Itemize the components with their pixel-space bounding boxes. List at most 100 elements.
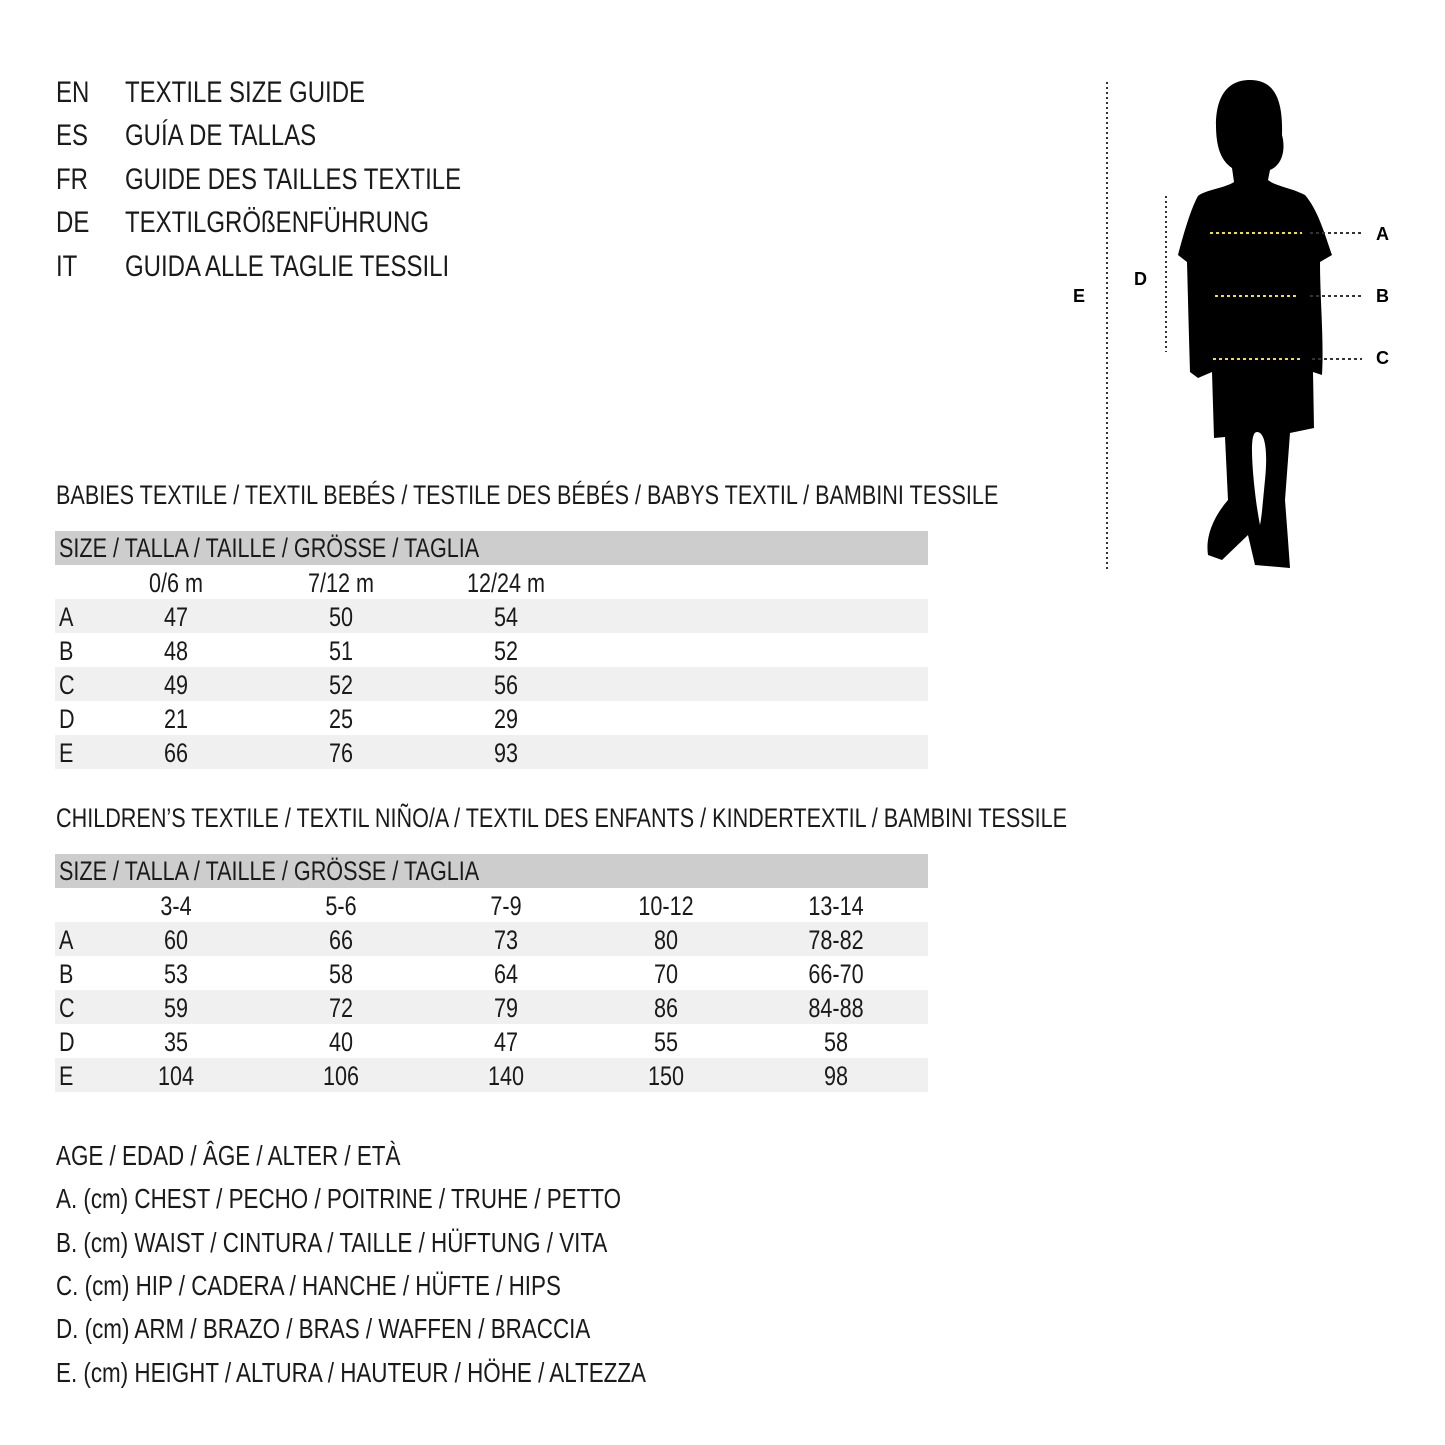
silhouette [1178, 80, 1332, 568]
table-cell: 73 [493, 925, 519, 955]
title-text: TEXTILE SIZE GUIDE [125, 76, 366, 109]
table-cell: 53 [163, 959, 189, 989]
table-cell: 78-82 [808, 925, 864, 955]
table-cell: 51 [328, 636, 354, 666]
row-label: A [59, 602, 74, 632]
table-cell: 25 [328, 704, 354, 734]
table-cell: 29 [493, 704, 519, 734]
table-cell: 49 [163, 670, 189, 700]
row-label: B [59, 636, 74, 666]
label-c: C [1376, 348, 1389, 368]
column-header-row: 3-4 5-6 7-9 10-12 13-14 [55, 888, 928, 922]
row-label: A [59, 925, 74, 955]
table-cell: 48 [163, 636, 189, 666]
table-cell: 86 [653, 993, 679, 1023]
babies-heading: BABIES TEXTILE / TEXTIL BEBÉS / TESTILE … [56, 480, 999, 510]
table-cell: 104 [157, 1061, 195, 1091]
table-cell: 140 [487, 1061, 525, 1091]
column-header-row: 0/6 m 7/12 m 12/24 m [55, 565, 928, 599]
table-cell: 66-70 [808, 959, 864, 989]
table-cell: 66 [328, 925, 354, 955]
table-cell: 79 [493, 993, 519, 1023]
table-cell: 58 [328, 959, 354, 989]
size-header: SIZE / TALLA / TAILLE / GRÖSSE / TAGLIA [55, 531, 928, 565]
size-header-text: SIZE / TALLA / TAILLE / GRÖSSE / TAGLIA [59, 533, 480, 563]
table-cell: 35 [163, 1027, 189, 1057]
lang-code: DE [56, 206, 90, 239]
table-cell: 93 [493, 738, 519, 768]
column-header: 5-6 [325, 891, 357, 921]
table-row: A 47 50 54 [55, 599, 928, 633]
size-header-text: SIZE / TALLA / TAILLE / GRÖSSE / TAGLIA [59, 856, 480, 886]
table-row: C 59 72 79 86 84-88 [55, 990, 928, 1024]
column-header: 3-4 [160, 891, 192, 921]
title-text: GUIDA ALLE TAGLIE TESSILI [125, 250, 450, 283]
table-cell: 106 [322, 1061, 360, 1091]
row-label: E [59, 738, 74, 768]
legend-item: C. (cm) HIP / CADERA / HANCHE / HÜFTE / … [56, 1270, 561, 1301]
lang-code: FR [56, 163, 88, 196]
table-cell: 84-88 [808, 993, 864, 1023]
row-label: D [59, 1027, 75, 1057]
title-text: TEXTILGRÖßENFÜHRUNG [125, 206, 430, 239]
label-e: E [1073, 286, 1085, 306]
table-cell: 60 [163, 925, 189, 955]
table-row: E 104 106 140 150 98 [55, 1058, 928, 1092]
column-header: 13-14 [808, 891, 864, 921]
table-row: D 35 40 47 55 58 [55, 1024, 928, 1058]
label-b: B [1376, 286, 1389, 306]
table-cell: 58 [823, 1027, 849, 1057]
row-label: E [59, 1061, 74, 1091]
lang-code: IT [56, 250, 78, 283]
column-header: 10-12 [638, 891, 694, 921]
table-row: B 48 51 52 [55, 633, 928, 667]
legend-item: A. (cm) CHEST / PECHO / POITRINE / TRUHE… [56, 1183, 622, 1214]
table-row: B 53 58 64 70 66-70 [55, 956, 928, 990]
row-label: D [59, 704, 75, 734]
column-header: 0/6 m [148, 568, 204, 598]
table-cell: 52 [493, 636, 519, 666]
table-row: A 60 66 73 80 78-82 [55, 922, 928, 956]
lang-code: EN [56, 76, 90, 109]
column-header: 7-9 [490, 891, 522, 921]
table-row: E 66 76 93 [55, 735, 928, 769]
child-silhouette-figure: E D A B C [1073, 80, 1389, 570]
table-cell: 21 [163, 704, 189, 734]
table-cell: 47 [493, 1027, 519, 1057]
table-row: D 21 25 29 [55, 701, 928, 735]
table-cell: 54 [493, 602, 519, 632]
table-cell: 50 [328, 602, 354, 632]
children-size-table: SIZE / TALLA / TAILLE / GRÖSSE / TAGLIA … [55, 854, 928, 1092]
table-row: C 49 52 56 [55, 667, 928, 701]
label-d: D [1134, 269, 1147, 289]
legend-item: AGE / EDAD / ÂGE / ALTER / ETÀ [56, 1140, 401, 1171]
row-label: C [59, 670, 75, 700]
title-text: GUÍA DE TALLAS [125, 119, 317, 152]
table-cell: 72 [328, 993, 354, 1023]
table-cell: 98 [823, 1061, 849, 1091]
table-cell: 56 [493, 670, 519, 700]
legend-item: D. (cm) ARM / BRAZO / BRAS / WAFFEN / BR… [56, 1313, 591, 1344]
children-heading: CHILDREN’S TEXTILE / TEXTIL NIÑO/A / TEX… [56, 803, 1068, 833]
table-cell: 150 [647, 1061, 685, 1091]
table-cell: 76 [328, 738, 354, 768]
size-header: SIZE / TALLA / TAILLE / GRÖSSE / TAGLIA [55, 854, 928, 888]
table-cell: 64 [493, 959, 519, 989]
row-label: B [59, 959, 74, 989]
table-cell: 66 [163, 738, 189, 768]
table-cell: 80 [653, 925, 679, 955]
label-a: A [1376, 224, 1389, 244]
table-cell: 59 [163, 993, 189, 1023]
table-cell: 70 [653, 959, 679, 989]
table-cell: 47 [163, 602, 189, 632]
table-cell: 40 [328, 1027, 354, 1057]
row-label: C [59, 993, 75, 1023]
legend-item: E. (cm) HEIGHT / ALTURA / HAUTEUR / HÖHE… [56, 1357, 646, 1388]
babies-size-table: SIZE / TALLA / TAILLE / GRÖSSE / TAGLIA … [55, 531, 928, 769]
column-header: 7/12 m [307, 568, 375, 598]
table-cell: 55 [653, 1027, 679, 1057]
column-header: 12/24 m [466, 568, 546, 598]
lang-code: ES [56, 119, 89, 152]
legend-item: B. (cm) WAIST / CINTURA / TAILLE / HÜFTU… [56, 1227, 608, 1258]
title-text: GUIDE DES TAILLES TEXTILE [125, 163, 462, 196]
